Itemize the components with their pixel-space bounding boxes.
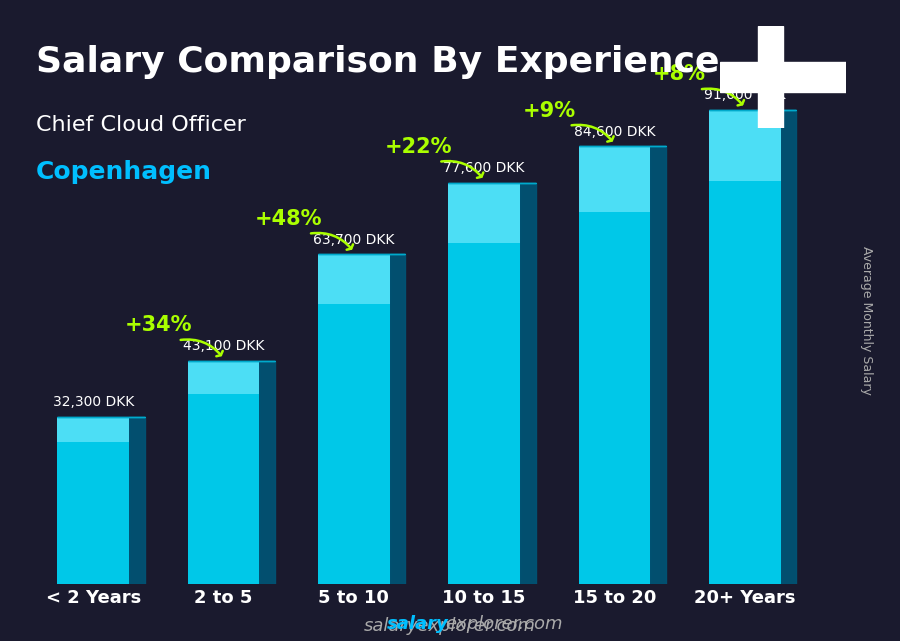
Text: Salary Comparison By Experience: Salary Comparison By Experience [36,45,719,79]
Text: 32,300 DKK: 32,300 DKK [52,395,134,409]
Text: +8%: +8% [653,64,706,85]
Text: +9%: +9% [523,101,576,121]
Bar [448,183,520,584]
Bar [720,62,846,92]
Text: +22%: +22% [385,137,453,156]
Text: Chief Cloud Officer: Chief Cloud Officer [36,115,246,135]
Polygon shape [520,183,536,584]
Text: salaryexplorer.com: salaryexplorer.com [364,617,536,635]
Bar [58,417,129,584]
Bar [188,361,259,584]
Text: +48%: +48% [255,208,322,229]
Bar [758,26,783,128]
Text: salary: salary [387,615,449,633]
Bar [318,254,390,304]
Bar [448,183,520,243]
Text: +34%: +34% [124,315,192,335]
Bar [188,361,259,394]
Text: 43,100 DKK: 43,100 DKK [183,339,265,353]
Text: 77,600 DKK: 77,600 DKK [444,161,525,175]
Polygon shape [651,146,666,584]
Polygon shape [129,417,145,584]
Bar [318,254,390,584]
Polygon shape [259,361,275,584]
Text: 84,600 DKK: 84,600 DKK [573,124,655,138]
Bar [709,110,780,584]
Text: 91,600 DKK: 91,600 DKK [704,88,786,103]
Polygon shape [780,110,796,584]
Bar [579,146,651,212]
Bar [579,146,651,584]
Bar [58,417,129,442]
Polygon shape [390,254,405,584]
Bar [709,110,780,181]
Text: 63,700 DKK: 63,700 DKK [313,233,394,247]
Text: explorer.com: explorer.com [446,615,563,633]
Text: Average Monthly Salary: Average Monthly Salary [860,246,873,395]
Text: Copenhagen: Copenhagen [36,160,212,184]
